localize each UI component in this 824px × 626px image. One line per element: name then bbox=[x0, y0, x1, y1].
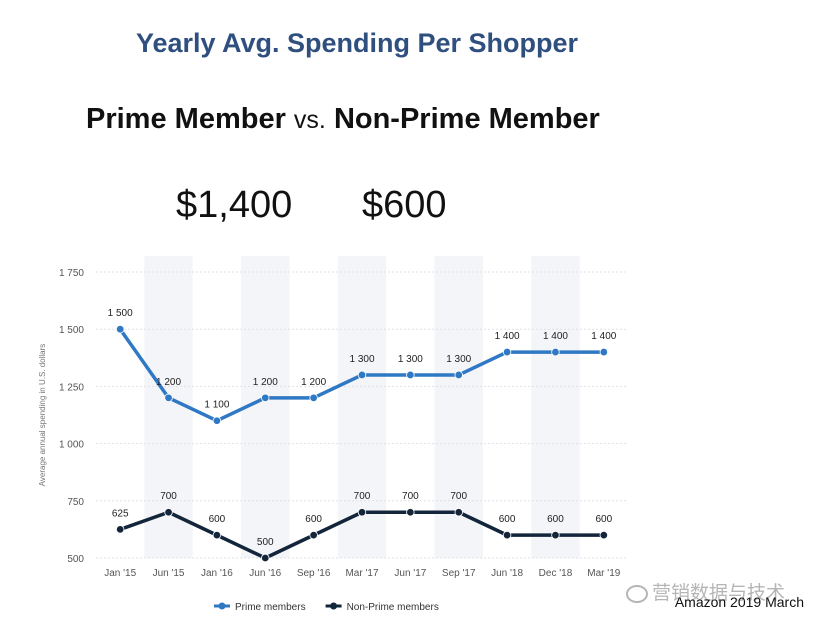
data-label-nonprime: 600 bbox=[209, 514, 226, 525]
nonprime-spend-value: $600 bbox=[362, 184, 447, 226]
data-label-nonprime: 600 bbox=[499, 514, 516, 525]
data-point-nonprime bbox=[212, 530, 222, 540]
data-label-prime: 1 400 bbox=[495, 331, 520, 342]
data-point-nonprime bbox=[454, 508, 463, 517]
y-axis-label: Average annual spending in U.S. dollars bbox=[38, 344, 47, 487]
x-tick-label: Jun '17 bbox=[394, 568, 426, 579]
data-label-prime: 1 300 bbox=[446, 354, 471, 365]
y-tick-label: 1 250 bbox=[59, 382, 84, 393]
data-label-nonprime: 700 bbox=[160, 491, 177, 502]
slide-title: Yearly Avg. Spending Per Shopper bbox=[135, 28, 579, 58]
data-label-nonprime: 600 bbox=[595, 514, 612, 525]
data-label-prime: 1 300 bbox=[349, 354, 374, 365]
data-label-prime: 1 300 bbox=[398, 354, 423, 365]
y-tick-label: 1 000 bbox=[59, 440, 84, 451]
data-point-prime bbox=[599, 347, 609, 357]
data-label-nonprime: 700 bbox=[402, 491, 419, 502]
data-label-nonprime: 625 bbox=[112, 508, 129, 519]
data-label-prime: 1 200 bbox=[156, 377, 181, 388]
data-label-prime: 1 400 bbox=[591, 331, 616, 342]
comparison-heading: Prime Member vs. Non-Prime Member bbox=[86, 103, 600, 136]
data-point-prime bbox=[212, 416, 222, 425]
x-tick-label: Jan '15 bbox=[104, 568, 136, 579]
data-point-nonprime bbox=[357, 508, 367, 517]
data-label-nonprime: 600 bbox=[305, 514, 322, 525]
data-point-prime bbox=[261, 393, 270, 403]
data-point-nonprime bbox=[551, 530, 560, 540]
x-tick-label: Mar '19 bbox=[587, 568, 620, 579]
prime-spend-value: $1,400 bbox=[176, 184, 293, 226]
data-point-prime bbox=[164, 393, 173, 403]
prime-member-label: Prime Member bbox=[86, 103, 286, 135]
y-tick-label: 1 500 bbox=[59, 325, 84, 336]
x-tick-label: Sep '16 bbox=[297, 568, 331, 579]
vs-label: vs. bbox=[293, 106, 326, 134]
data-label-nonprime: 500 bbox=[257, 537, 274, 548]
x-tick-label: Jun '18 bbox=[491, 568, 523, 579]
category-band bbox=[531, 256, 580, 558]
data-label-prime: 1 200 bbox=[253, 377, 278, 388]
x-tick-label: Jan '16 bbox=[201, 568, 233, 579]
x-tick-label: Jun '16 bbox=[249, 568, 281, 579]
data-label-prime: 1 400 bbox=[543, 331, 568, 342]
y-tick-label: 750 bbox=[67, 497, 84, 508]
data-label-nonprime: 700 bbox=[354, 491, 371, 502]
data-point-prime bbox=[502, 347, 512, 357]
source-footer: Amazon 2019 March bbox=[674, 594, 804, 610]
data-point-prime bbox=[454, 370, 463, 380]
y-tick-label: 1 750 bbox=[59, 268, 84, 279]
data-point-nonprime bbox=[502, 530, 512, 540]
data-point-nonprime bbox=[261, 553, 270, 563]
data-label-nonprime: 600 bbox=[547, 514, 564, 525]
data-point-prime bbox=[115, 325, 125, 334]
data-point-nonprime bbox=[599, 530, 609, 540]
legend-swatch-marker bbox=[218, 602, 226, 610]
data-label-prime: 1 500 bbox=[108, 308, 133, 319]
legend-swatch-marker bbox=[330, 602, 338, 610]
y-tick-label: 500 bbox=[67, 554, 84, 565]
data-point-prime bbox=[309, 393, 318, 403]
x-tick-label: Jun '15 bbox=[153, 568, 185, 579]
category-band bbox=[337, 256, 387, 558]
wechat-icon bbox=[626, 584, 648, 603]
watermark: 营销数据与技术 bbox=[626, 578, 785, 605]
legend-label: Prime members bbox=[235, 602, 306, 613]
data-label-prime: 1 100 bbox=[204, 400, 229, 411]
x-tick-label: Dec '18 bbox=[539, 568, 573, 579]
data-point-nonprime bbox=[115, 525, 125, 534]
data-point-nonprime bbox=[309, 530, 318, 540]
data-point-prime bbox=[357, 370, 367, 380]
watermark-text: 营销数据与技术 bbox=[652, 583, 786, 604]
x-tick-label: Sep '17 bbox=[442, 568, 476, 579]
data-point-nonprime bbox=[164, 508, 173, 517]
legend-label: Non-Prime members bbox=[347, 602, 439, 613]
x-tick-label: Mar '17 bbox=[345, 568, 378, 579]
non-prime-member-label: Non-Prime Member bbox=[333, 103, 600, 135]
category-band bbox=[434, 256, 483, 558]
data-point-prime bbox=[406, 370, 415, 380]
data-point-prime bbox=[551, 347, 560, 357]
data-point-nonprime bbox=[406, 508, 415, 517]
data-label-nonprime: 700 bbox=[450, 491, 467, 502]
data-label-prime: 1 200 bbox=[301, 377, 326, 388]
